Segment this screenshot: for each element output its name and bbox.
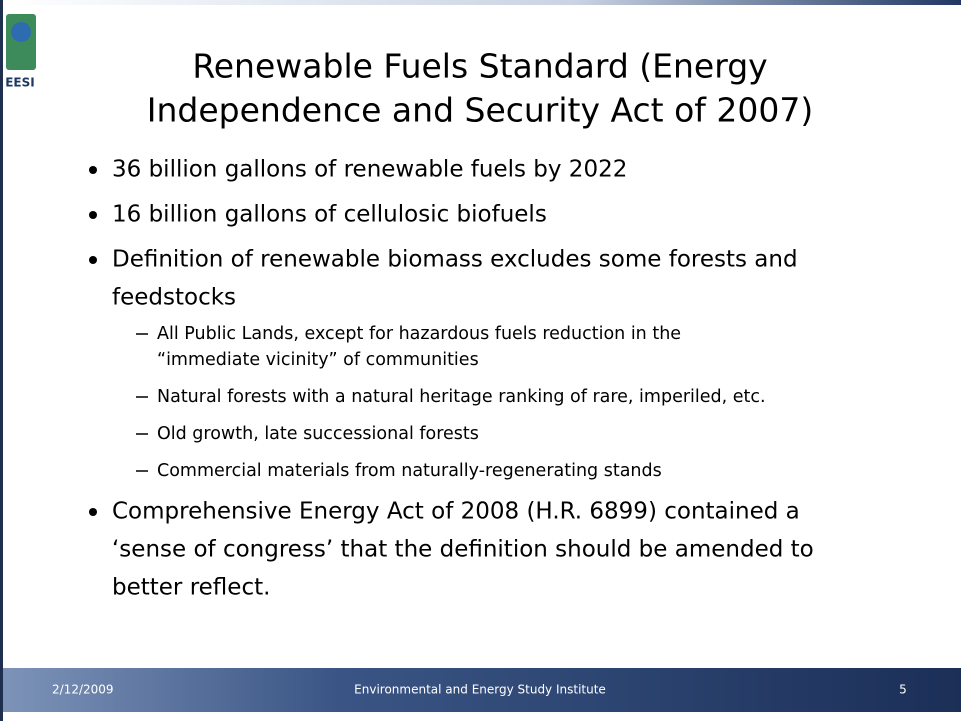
footer-bar: [3, 668, 961, 712]
bullet-dot: [89, 508, 97, 516]
bullet-text: better reflect.: [112, 575, 270, 601]
sub-bullet-text: Old growth, late successional forests: [157, 424, 479, 444]
sub-bullet-text: Commercial materials from naturally-rege…: [157, 461, 662, 481]
bullet-dot: [89, 256, 97, 264]
bullet-dot: [89, 166, 97, 174]
bullet-text: Comprehensive Energy Act of 2008 (H.R. 6…: [112, 499, 800, 525]
bullet-text: ‘sense of congress’ that the definition …: [112, 537, 814, 563]
sub-bullet-text: “immediate vicinity” of communities: [157, 350, 479, 370]
sub-bullet-text: Natural forests with a natural heritage …: [157, 387, 766, 407]
title-line: Renewable Fuels Standard (Energy: [192, 47, 767, 86]
bullet-list: 36 billion gallons of renewable fuels by…: [89, 157, 814, 601]
top-bar: [0, 0, 961, 5]
page-number: 5: [899, 683, 907, 697]
title-line: Independence and Security Act of 2007): [147, 91, 813, 130]
bullet-dot: [89, 211, 97, 219]
left-border: [0, 0, 3, 721]
bullet-text: feedstocks: [112, 285, 236, 311]
footer-organization: Environmental and Energy Study Institute: [354, 683, 606, 697]
sub-bullet-text: All Public Lands, except for hazardous f…: [157, 324, 681, 344]
bullet-text: 36 billion gallons of renewable fuels by…: [112, 157, 627, 183]
logo-globe: [11, 22, 31, 42]
footer-date: 2/12/2009: [52, 683, 114, 697]
logo-label: EESI: [5, 76, 35, 90]
logo: EESI: [5, 14, 36, 90]
bullet-text: Definition of renewable biomass excludes…: [112, 247, 798, 273]
bullet-text: 16 billion gallons of cellulosic biofuel…: [112, 202, 547, 228]
